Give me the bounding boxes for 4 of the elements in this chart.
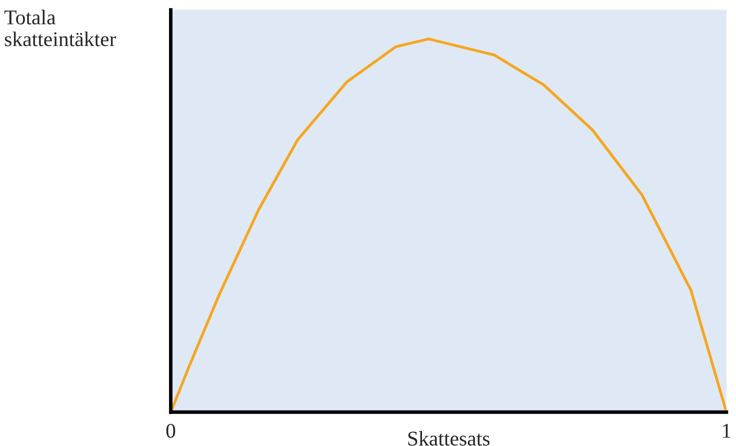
x-axis-title: Skattesats [408,430,490,446]
x-tick-label: 1 [723,424,730,438]
x-tick-label: 0 [166,424,176,438]
y-axis-title: Totala skatteintäkter [4,10,116,46]
